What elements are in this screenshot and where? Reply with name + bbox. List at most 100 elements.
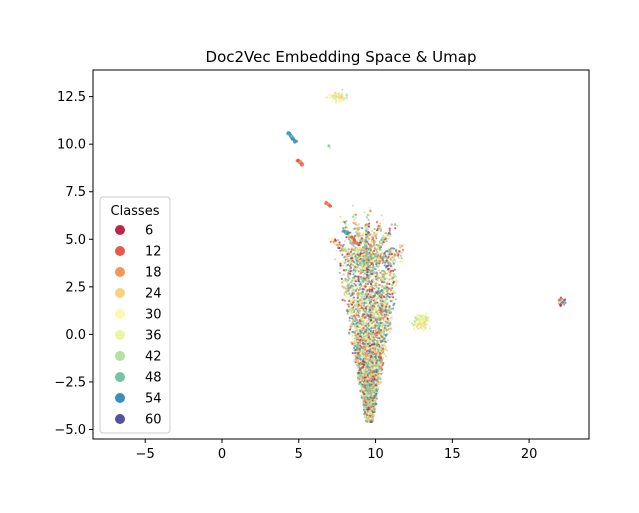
data-point [373,309,376,312]
data-point [353,304,356,307]
data-point [394,275,398,278]
data-point [382,285,385,288]
data-point [379,271,382,274]
data-point [377,224,380,227]
data-point [366,418,369,421]
data-point [402,258,405,261]
data-point [363,329,366,332]
data-point [357,235,360,238]
data-point [421,319,424,322]
data-point [391,256,394,259]
data-point [363,316,366,319]
data-point [330,94,333,97]
data-point [384,255,387,258]
data-point [366,344,369,347]
data-point [388,330,391,333]
data-point [365,229,368,233]
data-point [379,381,382,384]
data-point [343,293,346,297]
data-point [384,261,387,264]
data-point [361,262,364,265]
data-point [559,296,563,299]
data-point [373,303,376,306]
data-point [372,213,375,216]
data-point [380,256,383,259]
data-point [391,277,394,280]
data-point [379,279,382,282]
data-point [353,331,356,334]
data-point [373,387,377,390]
data-point [395,248,398,251]
data-point [390,291,393,294]
data-point [383,295,386,298]
data-point [367,263,370,266]
data-point [375,220,379,223]
data-point [385,295,388,298]
data-point [393,285,397,288]
data-point [378,284,381,287]
data-point [361,356,364,359]
data-point [399,254,402,257]
data-point [344,277,347,280]
data-point [377,349,380,352]
data-point [365,420,368,423]
data-point [339,221,342,224]
points-layer [286,88,567,423]
data-point [357,275,360,278]
data-point [398,250,401,253]
data-point [394,223,397,226]
data-point [359,248,362,251]
data-point [379,229,382,232]
data-point [354,319,357,322]
data-point [423,322,426,325]
data-point [379,254,382,257]
data-point [375,310,378,314]
data-point [351,334,354,337]
data-point [367,363,370,366]
data-point [352,204,355,207]
data-point [357,303,360,306]
data-point [381,273,384,276]
data-point [357,280,360,283]
data-point [351,307,355,310]
data-point [351,321,354,324]
data-point [365,279,368,282]
data-point [371,261,374,264]
data-point [381,328,384,331]
data-point [346,312,349,315]
data-point [360,345,363,348]
data-point [375,379,378,382]
data-point [352,319,355,322]
data-point [378,291,381,294]
data-point [417,320,420,323]
data-point [355,304,358,307]
data-point [332,98,336,101]
data-point [383,251,386,254]
data-point [374,275,377,278]
data-point [382,319,385,322]
data-point [375,334,378,337]
data-point [391,292,394,295]
data-point [376,331,379,334]
data-point [359,352,362,355]
data-point [354,345,357,348]
data-point [367,400,370,403]
data-point [354,213,357,216]
data-point [403,243,406,246]
data-point [390,307,393,310]
data-point [377,265,380,268]
data-point [387,232,390,235]
data-point [378,260,382,263]
data-point [366,415,369,418]
data-point [384,333,387,337]
data-point [350,263,353,266]
data-point [363,297,366,300]
data-point [339,264,342,267]
data-point [363,264,366,267]
data-point [374,360,377,363]
data-point [366,360,369,363]
data-point [388,229,391,232]
data-point [368,403,371,406]
data-point [365,354,368,357]
data-point [385,264,388,268]
